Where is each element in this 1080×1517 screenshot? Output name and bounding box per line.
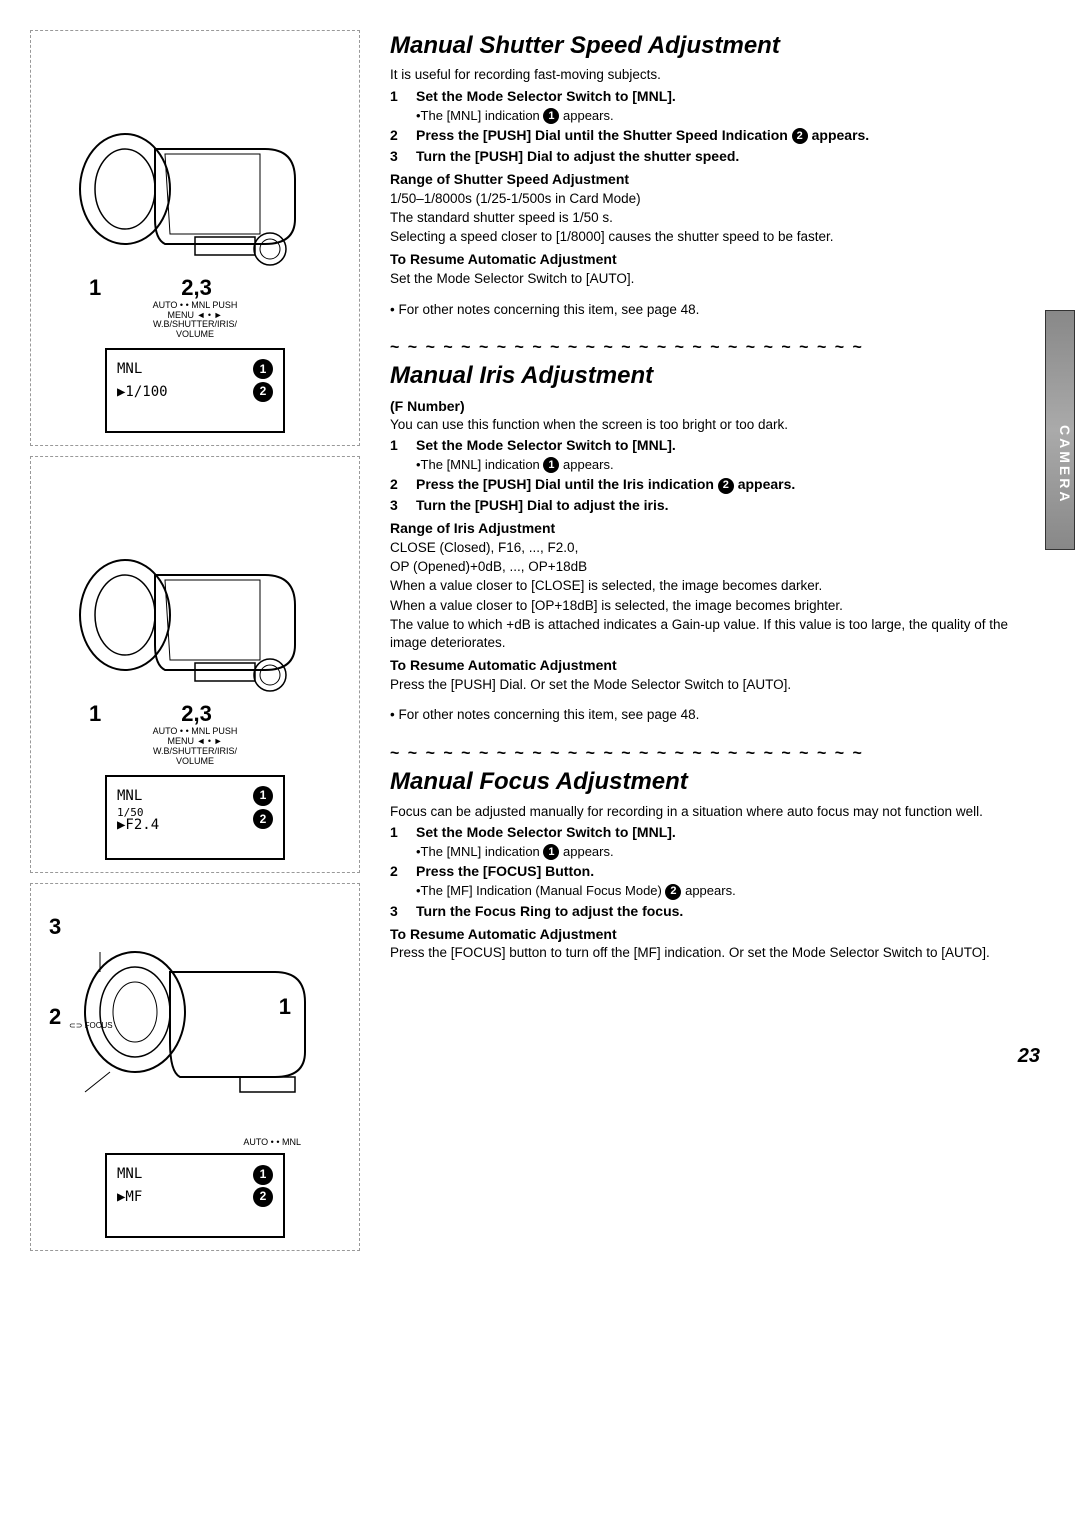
page-number: 23 — [390, 1043, 1040, 1070]
fig1-controls: AUTO • • MNL PUSH MENU ◄ • ► W.B/SHUTTER… — [39, 301, 351, 341]
fig2-lcd-mnl: MNL — [117, 785, 142, 807]
sec1-resume-head: To Resume Automatic Adjustment — [390, 250, 1040, 269]
fig2-callout-1: 1 — [89, 699, 101, 729]
sec3-resume-head: To Resume Automatic Adjustment — [390, 925, 1040, 944]
badge-1-icon: 1 — [253, 1165, 273, 1185]
iris-subhead: (F Number) — [390, 397, 1040, 416]
fig2-callout-2-3: 2,3 — [181, 699, 212, 729]
sec3-step1: Set the Mode Selector Switch to [MNL]. — [416, 823, 1040, 842]
camcorder-illustration-1 — [65, 109, 325, 269]
sec3-step3: Turn the Focus Ring to adjust the focus. — [416, 902, 1040, 921]
badge-1-icon: 1 — [253, 786, 273, 806]
content-column: CAMERA Manual Shutter Speed Adjustment I… — [390, 30, 1040, 1261]
badge-1-icon: 1 — [253, 359, 273, 379]
sec1-note: • For other notes concerning this item, … — [390, 301, 1040, 319]
sec2-step3: Turn the [PUSH] Dial to adjust the iris. — [416, 496, 1040, 515]
fig3-callout-3: 3 — [49, 912, 61, 942]
badge-2-icon: 2 — [665, 884, 681, 900]
divider-1: ~ ~ ~ ~ ~ ~ ~ ~ ~ ~ ~ ~ ~ ~ ~ ~ ~ ~ ~ ~ … — [390, 337, 1040, 359]
sec3-step1-sub: •The [MNL] indication 1 appears. — [416, 843, 1040, 861]
sec2-range1: CLOSE (Closed), F16, ..., F2.0, — [390, 539, 1040, 557]
fig2-lcd: MNL 1 1/50 ▶F2.4 2 — [105, 775, 285, 860]
sec3-step2: Press the [FOCUS] Button. — [416, 862, 1040, 881]
sec1-range3: Selecting a speed closer to [1/8000] cau… — [390, 228, 1040, 246]
badge-1-icon: 1 — [543, 844, 559, 860]
iris-heading: Manual Iris Adjustment — [390, 360, 1040, 392]
badge-1-icon: 1 — [543, 457, 559, 473]
fig3-callout-1: 1 — [279, 992, 291, 1022]
figure-2: 1 2,3 AUTO • • MNL PUSH MENU ◄ • ► W.B/S… — [30, 456, 360, 872]
camcorder-illustration-2 — [65, 535, 325, 695]
fig1-callout-1: 1 — [89, 273, 101, 303]
sec2-range4: When a value closer to [OP+18dB] is sele… — [390, 597, 1040, 615]
divider-2: ~ ~ ~ ~ ~ ~ ~ ~ ~ ~ ~ ~ ~ ~ ~ ~ ~ ~ ~ ~ … — [390, 743, 1040, 765]
sec1-range-head: Range of Shutter Speed Adjustment — [390, 170, 1040, 189]
sec2-step1-sub: •The [MNL] indication 1 appears. — [416, 456, 1040, 474]
fig3-lcd: MNL 1 ▶MF 2 — [105, 1153, 285, 1238]
fig1-lcd-shutter: ▶1/100 — [117, 381, 168, 403]
sec2-range-head: Range of Iris Adjustment — [390, 519, 1040, 538]
fig3-callout-2: 2 — [49, 1002, 61, 1032]
shutter-intro: It is useful for recording fast-moving s… — [390, 66, 1040, 84]
figures-column: 1 2,3 AUTO • • MNL PUSH MENU ◄ • ► W.B/S… — [30, 30, 360, 1261]
focus-intro: Focus can be adjusted manually for recor… — [390, 803, 1040, 821]
badge-1-icon: 1 — [543, 108, 559, 124]
sec3-step2-sub: •The [MF] Indication (Manual Focus Mode)… — [416, 882, 1040, 900]
badge-2-icon: 2 — [253, 1187, 273, 1207]
sec1-resume-body: Set the Mode Selector Switch to [AUTO]. — [390, 270, 1040, 288]
camcorder-illustration-3 — [65, 942, 325, 1142]
sec2-step2: Press the [PUSH] Dial until the Iris ind… — [416, 475, 1040, 494]
sec2-note: • For other notes concerning this item, … — [390, 706, 1040, 724]
sec1-step1-sub: •The [MNL] indication 1 appears. — [416, 107, 1040, 125]
figure-3: 3 2 1 ⊂⊃ FOCUS AUTO • • MNL — [30, 883, 360, 1252]
camera-side-tab: CAMERA — [1045, 310, 1075, 550]
badge-2-icon: 2 — [718, 478, 734, 494]
badge-2-icon: 2 — [253, 382, 273, 402]
figure-1: 1 2,3 AUTO • • MNL PUSH MENU ◄ • ► W.B/S… — [30, 30, 360, 446]
shutter-speed-heading: Manual Shutter Speed Adjustment — [390, 30, 1040, 62]
sec2-range3: When a value closer to [CLOSE] is select… — [390, 577, 1040, 595]
fig2-lcd-iris: ▶F2.4 — [117, 817, 159, 833]
fig2-controls: AUTO • • MNL PUSH MENU ◄ • ► W.B/SHUTTER… — [39, 727, 351, 767]
sec2-step1: Set the Mode Selector Switch to [MNL]. — [416, 436, 1040, 455]
fig1-lcd-mnl: MNL — [117, 358, 142, 380]
sec1-range1: 1/50–1/8000s (1/25-1/500s in Card Mode) — [390, 190, 1040, 208]
fig1-lcd: MNL 1 ▶1/100 2 — [105, 348, 285, 433]
focus-heading: Manual Focus Adjustment — [390, 766, 1040, 798]
fig3-lcd-mf: ▶MF — [117, 1186, 142, 1208]
sec2-resume-head: To Resume Automatic Adjustment — [390, 656, 1040, 675]
sec1-step2: Press the [PUSH] Dial until the Shutter … — [416, 126, 1040, 145]
sec2-range2: OP (Opened)+0dB, ..., OP+18dB — [390, 558, 1040, 576]
sec2-resume-body: Press the [PUSH] Dial. Or set the Mode S… — [390, 676, 1040, 694]
badge-2-icon: 2 — [792, 128, 808, 144]
sec1-range2: The standard shutter speed is 1/50 s. — [390, 209, 1040, 227]
badge-2-icon: 2 — [253, 809, 273, 829]
iris-intro: You can use this function when the scree… — [390, 416, 1040, 434]
fig1-callout-2-3: 2,3 — [181, 273, 212, 303]
fig3-lcd-mnl: MNL — [117, 1163, 142, 1185]
fig3-focus-button-label: ⊂⊃ FOCUS — [69, 1021, 113, 1032]
sec1-step1: Set the Mode Selector Switch to [MNL]. — [416, 87, 1040, 106]
sec1-step3: Turn the [PUSH] Dial to adjust the shutt… — [416, 147, 1040, 166]
sec3-resume-body: Press the [FOCUS] button to turn off the… — [390, 944, 1040, 962]
sec2-range5: The value to which +dB is attached indic… — [390, 616, 1040, 652]
